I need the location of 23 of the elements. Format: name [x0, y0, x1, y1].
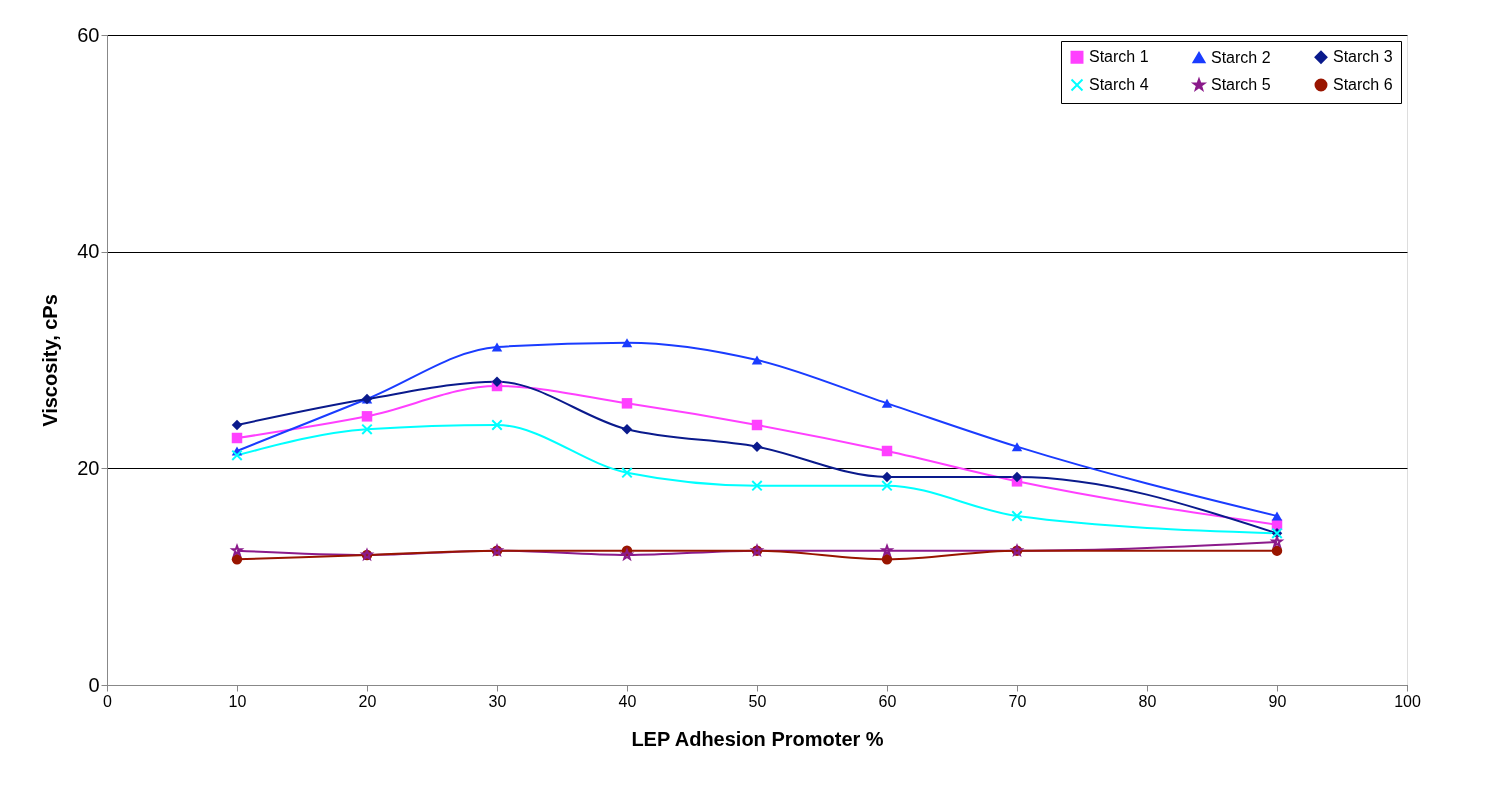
x-tick-label: 60	[878, 692, 897, 710]
legend-label: Starch 6	[1333, 76, 1393, 93]
x-tick-label: 80	[1138, 692, 1157, 710]
x-tick-label: 40	[618, 692, 637, 710]
x-tick-label: 100	[1394, 692, 1421, 710]
x-tick-label: 0	[103, 692, 113, 710]
y-tick-label: 20	[77, 456, 100, 479]
y-tick-label: 0	[88, 673, 100, 696]
x-tick-label: 50	[748, 692, 767, 710]
x-tick-label: 30	[488, 692, 507, 710]
y-axis-title: Viscosity, cPs	[39, 294, 62, 427]
y-tick-label: 40	[77, 240, 100, 263]
legend-label: Starch 3	[1333, 48, 1393, 66]
x-axis-title: LEP Adhesion Promoter %	[631, 727, 884, 750]
x-tick-label: 70	[1008, 692, 1027, 710]
x-tick-label: 10	[228, 692, 247, 710]
legend-label: Starch 1	[1089, 48, 1149, 66]
legend-label: Starch 5	[1211, 76, 1271, 93]
legend-label: Starch 2	[1211, 48, 1271, 66]
y-tick-label: 60	[77, 23, 100, 46]
x-tick-label: 20	[358, 692, 377, 710]
x-tick-label: 90	[1268, 692, 1287, 710]
legend-label: Starch 4	[1089, 76, 1149, 93]
